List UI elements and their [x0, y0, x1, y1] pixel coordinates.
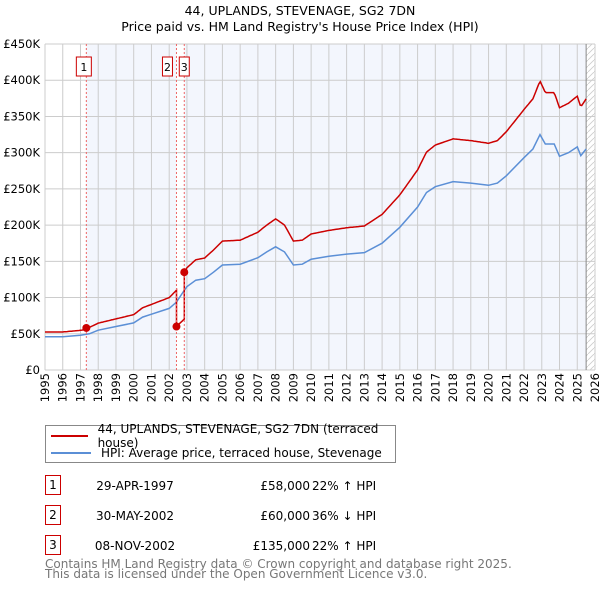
footer-line: This data is licensed under the Open Gov… — [45, 567, 428, 581]
sale-label: 3 — [181, 61, 188, 74]
sale-point — [172, 322, 181, 331]
y-tick-label: £200K — [3, 218, 40, 232]
x-tick-label: 2024 — [553, 373, 567, 402]
x-tick-label: 1997 — [73, 373, 87, 402]
legend-item-hpi: HPI: Average price, terraced house, Stev… — [51, 445, 382, 461]
legend-item-price: 44, UPLANDS, STEVENAGE, SG2 7DN (terrace… — [51, 422, 395, 450]
sale-number: 2 — [45, 505, 61, 525]
sale-point — [180, 268, 189, 277]
x-tick-label: 2012 — [340, 373, 354, 402]
x-tick-label: 2013 — [357, 373, 371, 402]
red-line-swatch — [51, 435, 88, 437]
shaded-region — [184, 44, 587, 370]
sale-number: 3 — [45, 535, 61, 555]
sale-date: 30-MAY-2002 — [95, 509, 174, 523]
x-tick-label: 2025 — [570, 373, 584, 402]
x-tick-label: 2002 — [162, 373, 176, 402]
footer-line: Contains HM Land Registry data © Crown c… — [45, 557, 512, 571]
sale-number: 1 — [45, 475, 61, 495]
x-tick-label: 1998 — [91, 373, 105, 402]
x-tick-label: 2026 — [588, 373, 600, 402]
y-tick-label: £50K — [11, 327, 41, 341]
x-tick-label: 2023 — [535, 373, 549, 402]
x-tick-label: 2015 — [393, 373, 407, 402]
y-tick-label: £350K — [3, 109, 40, 123]
sale-date: 08-NOV-2002 — [94, 539, 176, 553]
price-paid-line — [45, 80, 587, 333]
x-tick-label: 1995 — [38, 373, 52, 402]
sale-date: 29-APR-1997 — [96, 479, 174, 493]
legend-label: HPI: Average price, terraced house, Stev… — [101, 446, 382, 460]
x-tick-label: 2005 — [215, 373, 229, 402]
sale-price: £135,000 — [252, 539, 310, 553]
sale-row: 1 29-APR-1997 £58,000 22% ↑ HPI — [45, 475, 445, 497]
x-tick-label: 2003 — [180, 373, 194, 402]
x-tick-label: 2022 — [517, 373, 531, 402]
x-tick-label: 2009 — [286, 373, 300, 402]
y-tick-label: £0 — [25, 363, 40, 377]
sale-price: £58,000 — [260, 479, 310, 493]
sale-row: 3 08-NOV-2002 £135,000 22% ↑ HPI — [45, 535, 445, 557]
y-tick-label: £150K — [3, 254, 40, 268]
hpi-diff: 22% ↑ HPI — [312, 539, 377, 553]
shaded-region — [86, 44, 177, 370]
sale-row: 2 30-MAY-2002 £60,000 36% ↓ HPI — [45, 505, 445, 527]
legend-label: 44, UPLANDS, STEVENAGE, SG2 7DN (terrace… — [97, 422, 379, 450]
sale-label-box — [178, 56, 190, 77]
y-tick-label: £300K — [3, 146, 40, 160]
x-tick-label: 2017 — [428, 373, 442, 402]
y-tick-label: £450K — [3, 37, 40, 51]
x-tick-label: 2021 — [499, 373, 513, 402]
hpi-line — [45, 132, 587, 338]
footer: Contains HM Land Registry data © Crown c… — [45, 557, 512, 581]
x-tick-label: 2004 — [198, 373, 212, 402]
sale-label: 1 — [80, 61, 87, 74]
sale-label: 2 — [164, 61, 171, 74]
blue-line-swatch — [51, 452, 91, 454]
x-tick-label: 2011 — [322, 373, 336, 402]
hpi-diff: 36% ↓ HPI — [312, 509, 377, 523]
forecast-hatch — [586, 44, 595, 370]
hpi-diff: 22% ↑ HPI — [312, 479, 377, 493]
x-tick-label: 2018 — [446, 373, 460, 402]
sale-label-box — [75, 56, 92, 77]
chart-title: 44, UPLANDS, STEVENAGE, SG2 7DN — [185, 3, 416, 18]
x-tick-label: 2010 — [304, 373, 318, 402]
y-tick-label: £250K — [3, 182, 40, 196]
sale-point — [82, 323, 91, 332]
sale-label-box — [161, 56, 173, 77]
x-tick-label: 2007 — [251, 373, 265, 402]
sale-price: £60,000 — [260, 509, 310, 523]
chart-subtitle: Price paid vs. HM Land Registry's House … — [121, 19, 478, 34]
x-tick-label: 2000 — [127, 373, 141, 402]
x-tick-label: 2001 — [144, 373, 158, 402]
x-tick-label: 2014 — [375, 373, 389, 402]
x-tick-label: 2020 — [482, 373, 496, 402]
x-tick-label: 2019 — [464, 373, 478, 402]
y-tick-label: £100K — [3, 291, 40, 305]
chart: 44, UPLANDS, STEVENAGE, SG2 7DN Price pa… — [3, 3, 600, 402]
x-tick-label: 1996 — [56, 373, 70, 402]
legend: 44, UPLANDS, STEVENAGE, SG2 7DN (terrace… — [45, 422, 396, 463]
x-tick-label: 1999 — [109, 373, 123, 402]
x-tick-label: 2016 — [411, 373, 425, 402]
x-tick-label: 2006 — [233, 373, 247, 402]
x-tick-label: 2008 — [269, 373, 283, 402]
y-tick-label: £400K — [3, 73, 40, 87]
